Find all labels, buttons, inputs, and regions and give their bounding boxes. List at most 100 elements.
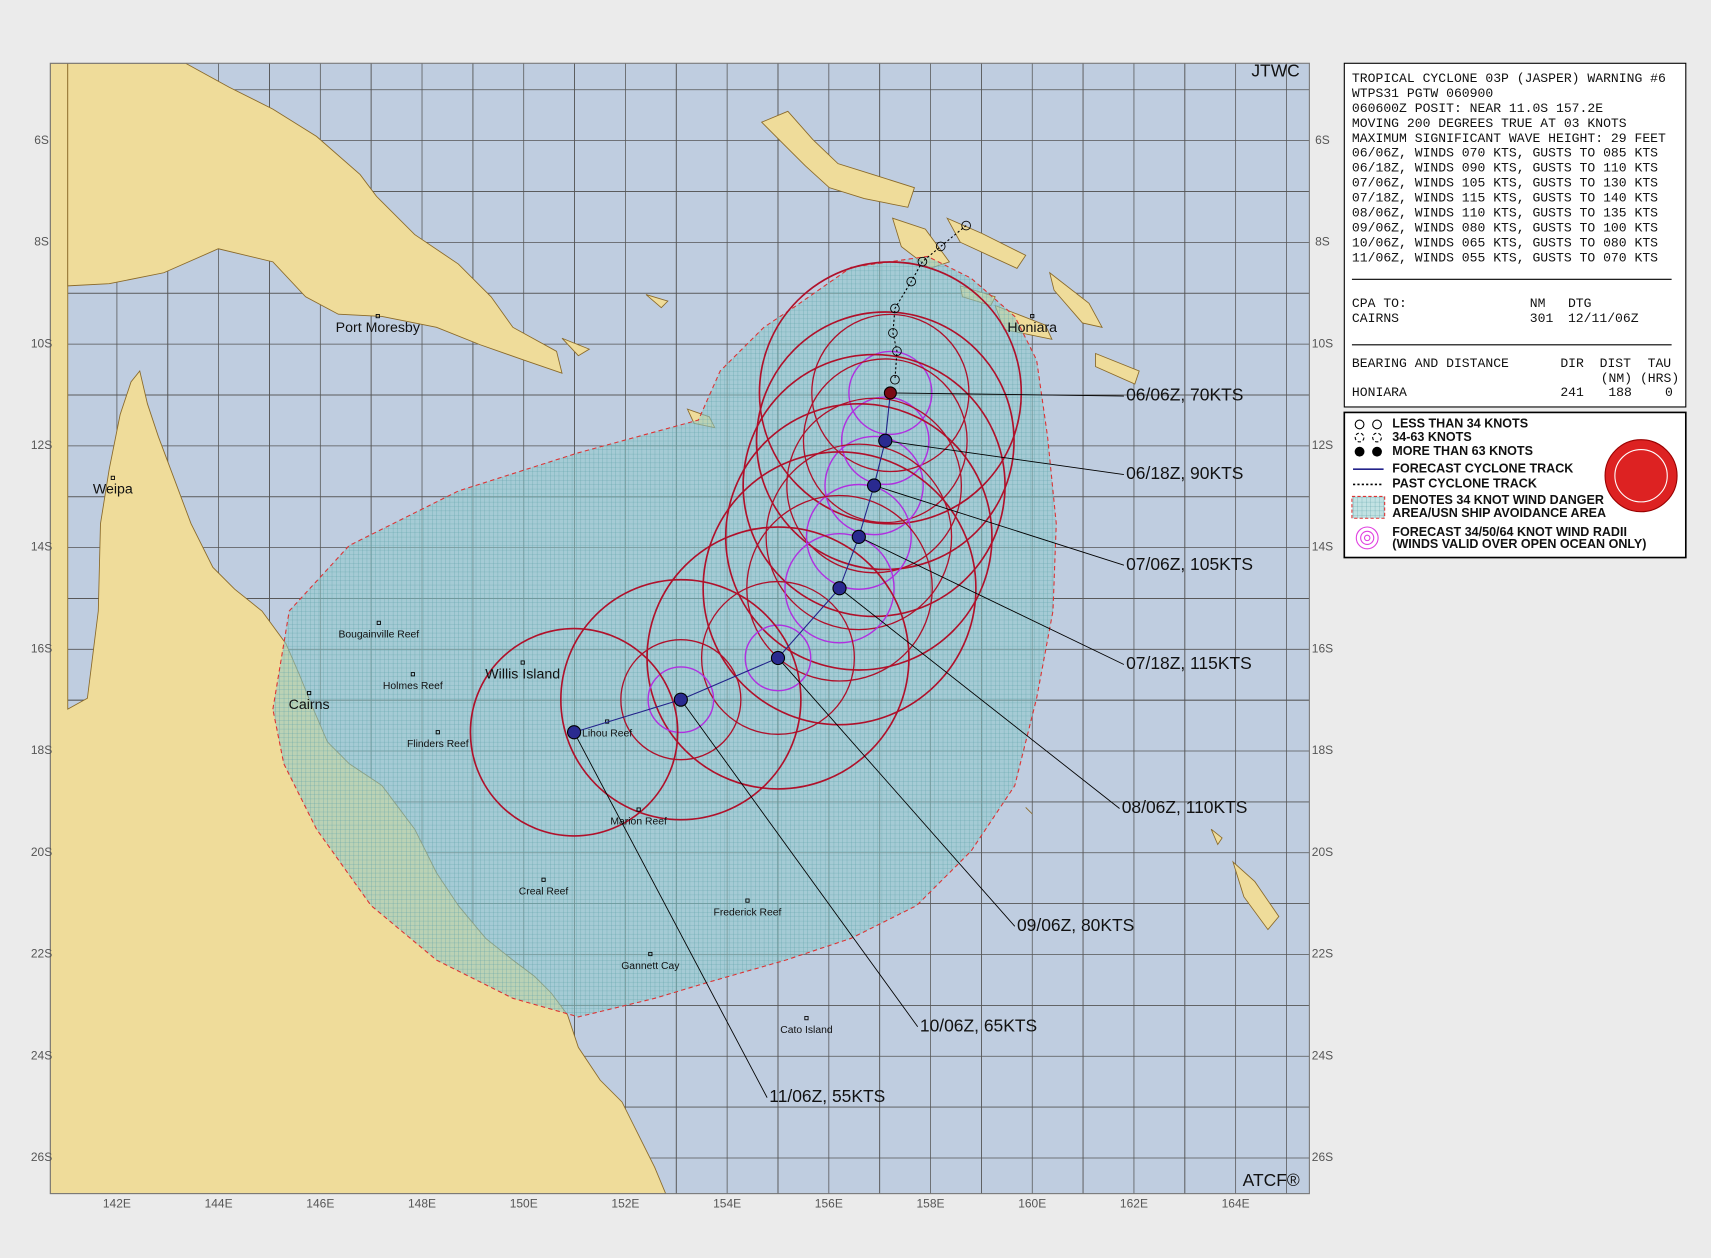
warning-line: MAXIMUM SIGNIFICANT WAVE HEIGHT: 29 FEET bbox=[1352, 131, 1666, 146]
place-marker bbox=[648, 951, 653, 957]
bearing-unit: (HRS) bbox=[1640, 371, 1679, 386]
warning-text: TROPICAL CYCLONE 03P (JASPER) WARNING #6… bbox=[1352, 71, 1666, 265]
danger-area bbox=[272, 255, 1057, 1018]
place-label: Cairns bbox=[289, 697, 330, 713]
place-marker bbox=[435, 730, 440, 735]
new-ireland bbox=[946, 217, 1027, 269]
warning-line: MOVING 200 DEGREES TRUE AT 03 KNOTS bbox=[1352, 116, 1627, 131]
forecast-label: 10/06Z, 65KTS bbox=[920, 1015, 1037, 1035]
past-position bbox=[961, 220, 971, 231]
bearing-cell: HONIARA bbox=[1352, 385, 1407, 400]
lon-label: 144E bbox=[205, 1197, 233, 1211]
leader-line bbox=[839, 587, 1120, 809]
radius-50 bbox=[700, 580, 856, 735]
lon-label: 158E bbox=[917, 1197, 945, 1211]
warning-line: 11/06Z, WINDS 055 KTS, GUSTS TO 070 KTS bbox=[1352, 250, 1658, 265]
forecast-label: 06/18Z, 90KTS bbox=[1126, 463, 1243, 483]
legend-item: PAST CYCLONE TRACK bbox=[1392, 477, 1537, 491]
place-marker bbox=[636, 807, 641, 812]
lat-label: 20S bbox=[1312, 845, 1333, 859]
lat-label: 24S bbox=[31, 1048, 52, 1062]
lon-label: 142E bbox=[103, 1197, 131, 1211]
forecast-position bbox=[851, 529, 866, 544]
legend-item: FORECAST CYCLONE TRACK bbox=[1392, 461, 1573, 475]
legend-item: MORE THAN 63 KNOTS bbox=[1392, 444, 1533, 458]
place-label: Honiara bbox=[1007, 320, 1057, 336]
forecast-label: 07/06Z, 105KTS bbox=[1126, 554, 1253, 574]
radius-50 bbox=[620, 639, 742, 761]
place-marker bbox=[520, 660, 525, 665]
warning-line: 060600Z POSIT: NEAR 11.0S 157.2E bbox=[1352, 101, 1603, 116]
place-marker bbox=[745, 898, 750, 903]
place-marker bbox=[1030, 314, 1035, 319]
warning-line: TROPICAL CYCLONE 03P (JASPER) WARNING #6 bbox=[1352, 71, 1666, 86]
place-marker bbox=[541, 877, 546, 882]
lon-label: 150E bbox=[510, 1197, 538, 1211]
lat-label: 18S bbox=[31, 743, 52, 757]
place-label: Lihou Reef bbox=[582, 728, 632, 739]
place-label: Holmes Reef bbox=[383, 681, 443, 692]
place-marker bbox=[804, 1016, 809, 1021]
lat-label: 16S bbox=[1312, 641, 1333, 655]
past-track bbox=[892, 225, 967, 380]
lat-label: 14S bbox=[1312, 540, 1333, 554]
warning-line: 07/06Z, WINDS 105 KTS, GUSTS TO 130 KTS bbox=[1352, 176, 1658, 191]
lon-label: 152E bbox=[611, 1197, 639, 1211]
place-label: Flinders Reef bbox=[407, 739, 469, 750]
forecast-track bbox=[573, 392, 891, 733]
legend-item: DENOTES 34 KNOT WIND DANGER bbox=[1392, 493, 1604, 507]
solomons bbox=[959, 271, 1140, 385]
lat-label: 22S bbox=[1312, 947, 1333, 961]
past-position bbox=[890, 303, 900, 314]
forecast-position bbox=[566, 725, 582, 740]
forecast-position bbox=[832, 581, 847, 596]
forecast-label: 07/18Z, 115KTS bbox=[1126, 653, 1252, 673]
legend-item: (WINDS VALID OVER OPEN OCEAN ONLY) bbox=[1392, 537, 1646, 551]
place-label: Frederick Reef bbox=[714, 907, 782, 918]
lat-label: 10S bbox=[1312, 336, 1333, 350]
cpa-header: CPA TO: bbox=[1352, 296, 1407, 311]
lon-label: 164E bbox=[1222, 1197, 1250, 1211]
lon-label: 146E bbox=[306, 1197, 334, 1211]
forecast-position bbox=[770, 650, 786, 666]
agency: JTWC bbox=[1251, 61, 1299, 81]
place-label: Marion Reef bbox=[610, 816, 667, 827]
lat-label: 6S bbox=[34, 133, 49, 147]
legend-item: 34-63 KNOTS bbox=[1392, 430, 1471, 444]
bearing-cell: 188 bbox=[1608, 385, 1632, 400]
place-label: Cato Island bbox=[780, 1025, 833, 1036]
radius-64 bbox=[784, 533, 895, 644]
radius-64 bbox=[647, 666, 715, 734]
lat-label: 20S bbox=[31, 845, 52, 859]
place-marker bbox=[110, 475, 115, 480]
radius-50 bbox=[811, 313, 970, 473]
lat-label: 22S bbox=[31, 947, 52, 961]
place-label: Willis Island bbox=[485, 666, 560, 682]
map-layer: Port Moresby Honiara Weipa Cairns Willis Isl… bbox=[93, 220, 1125, 1098]
cpa-cell: 301 bbox=[1530, 311, 1554, 326]
radius-34 bbox=[560, 578, 802, 821]
lat-label: 8S bbox=[1315, 235, 1330, 249]
radius-34 bbox=[758, 261, 1023, 525]
lat-label: 26S bbox=[31, 1150, 52, 1164]
bearing-header: TAU bbox=[1648, 356, 1672, 371]
new-britain bbox=[760, 110, 915, 208]
warning-line: WTPS31 PGTW 060900 bbox=[1352, 86, 1493, 101]
place-label: Creal Reef bbox=[519, 886, 569, 897]
lat-label: 14S bbox=[31, 540, 52, 554]
legend-item: AREA/USN SHIP AVOIDANCE AREA bbox=[1392, 506, 1606, 520]
radius-64 bbox=[840, 396, 930, 486]
place-marker bbox=[307, 690, 312, 696]
lat-label: 8S bbox=[34, 235, 49, 249]
lat-label: 6S bbox=[1315, 133, 1330, 147]
forecast-label: 08/06Z, 110KTS bbox=[1122, 797, 1248, 817]
new-guinea bbox=[67, 63, 563, 374]
vanuatu bbox=[1210, 828, 1280, 931]
land bbox=[50, 63, 1280, 1194]
warning-line: 08/06Z, WINDS 110 KTS, GUSTS TO 135 KTS bbox=[1352, 206, 1658, 221]
radius-34 bbox=[702, 451, 977, 726]
warning-line: 10/06Z, WINDS 065 KTS, GUSTS TO 080 KTS bbox=[1352, 235, 1658, 250]
lat-label: 18S bbox=[1312, 743, 1333, 757]
